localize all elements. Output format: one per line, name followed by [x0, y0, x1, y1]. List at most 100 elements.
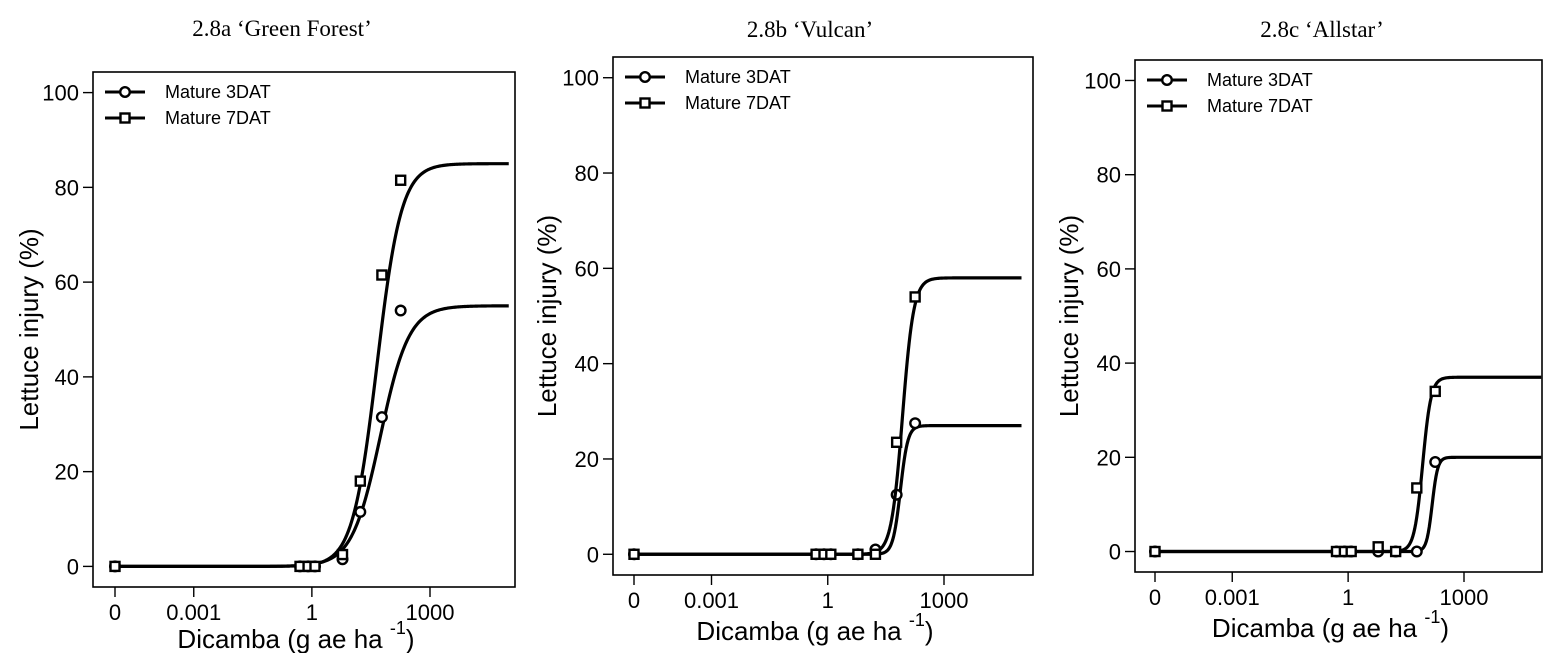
plot-frame — [612, 56, 1034, 576]
y-tick-label: 40 — [575, 352, 599, 377]
data-point-square — [394, 174, 407, 186]
x-tick-label: 0.001 — [1205, 585, 1260, 610]
y-tick-label: 0 — [67, 554, 79, 579]
y-tick-label: 100 — [562, 66, 599, 91]
data-point-square — [825, 548, 837, 560]
legend-label: Mature 7DAT — [165, 108, 271, 128]
fitted-curve — [115, 162, 509, 568]
y-tick-label: 100 — [1084, 68, 1121, 93]
legend-label: Mature 3DAT — [165, 82, 271, 102]
y-tick-label: 20 — [55, 460, 79, 485]
y-tick-label: 40 — [55, 365, 79, 390]
data-point-square — [1149, 545, 1161, 558]
legend-item: Mature 3DAT — [625, 67, 791, 87]
legend-marker-circle — [1160, 73, 1173, 86]
legend-item: Mature 7DAT — [1147, 96, 1313, 116]
data-point-square — [1345, 545, 1357, 558]
x-axis-label-close: ) — [925, 616, 934, 646]
data-point-square — [1429, 385, 1441, 398]
fitted-curve — [115, 304, 509, 568]
legend-marker-circle — [118, 85, 131, 98]
y-axis-label: Lettuce injury (%) — [1054, 215, 1084, 417]
series-square — [109, 162, 509, 573]
plot-frame — [92, 71, 516, 588]
legend-item: Mature 3DAT — [105, 82, 271, 102]
y-tick-label: 0 — [587, 542, 599, 567]
data-point-circle — [394, 304, 407, 317]
x-tick-label: 1 — [1342, 585, 1354, 610]
plot-frame — [1134, 59, 1543, 573]
legend-marker-square — [1161, 100, 1173, 112]
data-point-circle — [1429, 456, 1442, 469]
x-axis-label-superscript: -1 — [909, 610, 925, 630]
legend-label: Mature 3DAT — [685, 67, 791, 87]
x-axis-label-superscript: -1 — [390, 618, 406, 638]
data-point-square — [1372, 541, 1384, 553]
series-square — [628, 276, 1022, 560]
x-axis-label-superscript: -1 — [1424, 607, 1440, 627]
x-axis-label-main: Dicamba (g ae ha — [696, 616, 908, 646]
legend: Mature 3DAT Mature 7DAT — [625, 67, 791, 113]
x-tick-label: 0 — [628, 588, 640, 613]
x-tick-label: 0.001 — [684, 588, 739, 613]
x-tick-label: 0 — [1149, 585, 1161, 610]
y-tick-label: 80 — [55, 175, 79, 200]
data-point-square — [890, 436, 903, 448]
y-axis-label: Lettuce injury (%) — [532, 215, 562, 417]
x-tick-label: 1000 — [406, 600, 455, 625]
legend: Mature 3DAT Mature 7DAT — [105, 82, 271, 128]
x-axis-label: Dicamba (g ae ha -1) — [1212, 607, 1449, 643]
x-axis-label-main: Dicamba (g ae ha — [177, 624, 389, 653]
legend: Mature 3DAT Mature 7DAT — [1147, 70, 1313, 116]
legend-label: Mature 3DAT — [1207, 70, 1313, 90]
x-tick-label: 0 — [109, 600, 121, 625]
x-axis-label-main: Dicamba (g ae ha — [1212, 613, 1424, 643]
data-point-circle — [354, 505, 367, 518]
data-point-square — [1389, 545, 1402, 558]
y-tick-label: 0 — [1109, 540, 1121, 565]
x-axis-label-close: ) — [1440, 613, 1449, 643]
legend-item: Mature 7DAT — [625, 93, 791, 113]
data-point-square — [109, 560, 121, 573]
y-tick-label: 60 — [575, 256, 599, 281]
fitted-curve — [1155, 455, 1542, 554]
x-tick-label: 1 — [306, 600, 318, 625]
y-axis-label: Lettuce injury (%) — [14, 228, 44, 430]
x-axis-label-close: ) — [406, 624, 415, 653]
data-point-square — [309, 560, 321, 573]
data-point-circle — [1410, 545, 1423, 558]
y-tick-label: 20 — [575, 447, 599, 472]
x-tick-label: 0.001 — [166, 600, 221, 625]
fitted-curve — [634, 424, 1022, 556]
fitted-curve — [634, 276, 1022, 556]
series-circle — [1148, 455, 1542, 558]
legend-marker-square — [639, 97, 651, 109]
y-tick-label: 80 — [1097, 163, 1121, 188]
panel-title: 2.8a ‘Green Forest’ — [192, 16, 371, 41]
data-point-square — [869, 548, 882, 560]
data-point-circle — [375, 411, 388, 424]
x-tick-label: 1 — [822, 588, 834, 613]
series-square — [1149, 375, 1542, 558]
y-tick-label: 60 — [55, 270, 79, 295]
legend-label: Mature 7DAT — [1207, 96, 1313, 116]
data-point-square — [354, 475, 367, 487]
legend-item: Mature 7DAT — [105, 108, 271, 128]
x-tick-label: 1000 — [920, 588, 969, 613]
y-tick-label: 60 — [1097, 257, 1121, 282]
data-point-square — [376, 269, 388, 281]
y-tick-label: 100 — [42, 81, 79, 106]
legend-marker-square — [119, 112, 131, 124]
y-tick-label: 80 — [575, 161, 599, 186]
x-axis-label: Dicamba (g ae ha -1) — [696, 610, 933, 646]
panel-title: 2.8c ‘Allstar’ — [1260, 17, 1383, 42]
legend-item: Mature 3DAT — [1147, 70, 1313, 90]
series-circle — [108, 304, 509, 573]
data-point-square — [852, 548, 864, 560]
data-point-square — [336, 548, 349, 561]
x-axis-label: Dicamba (g ae ha -1) — [177, 618, 414, 653]
